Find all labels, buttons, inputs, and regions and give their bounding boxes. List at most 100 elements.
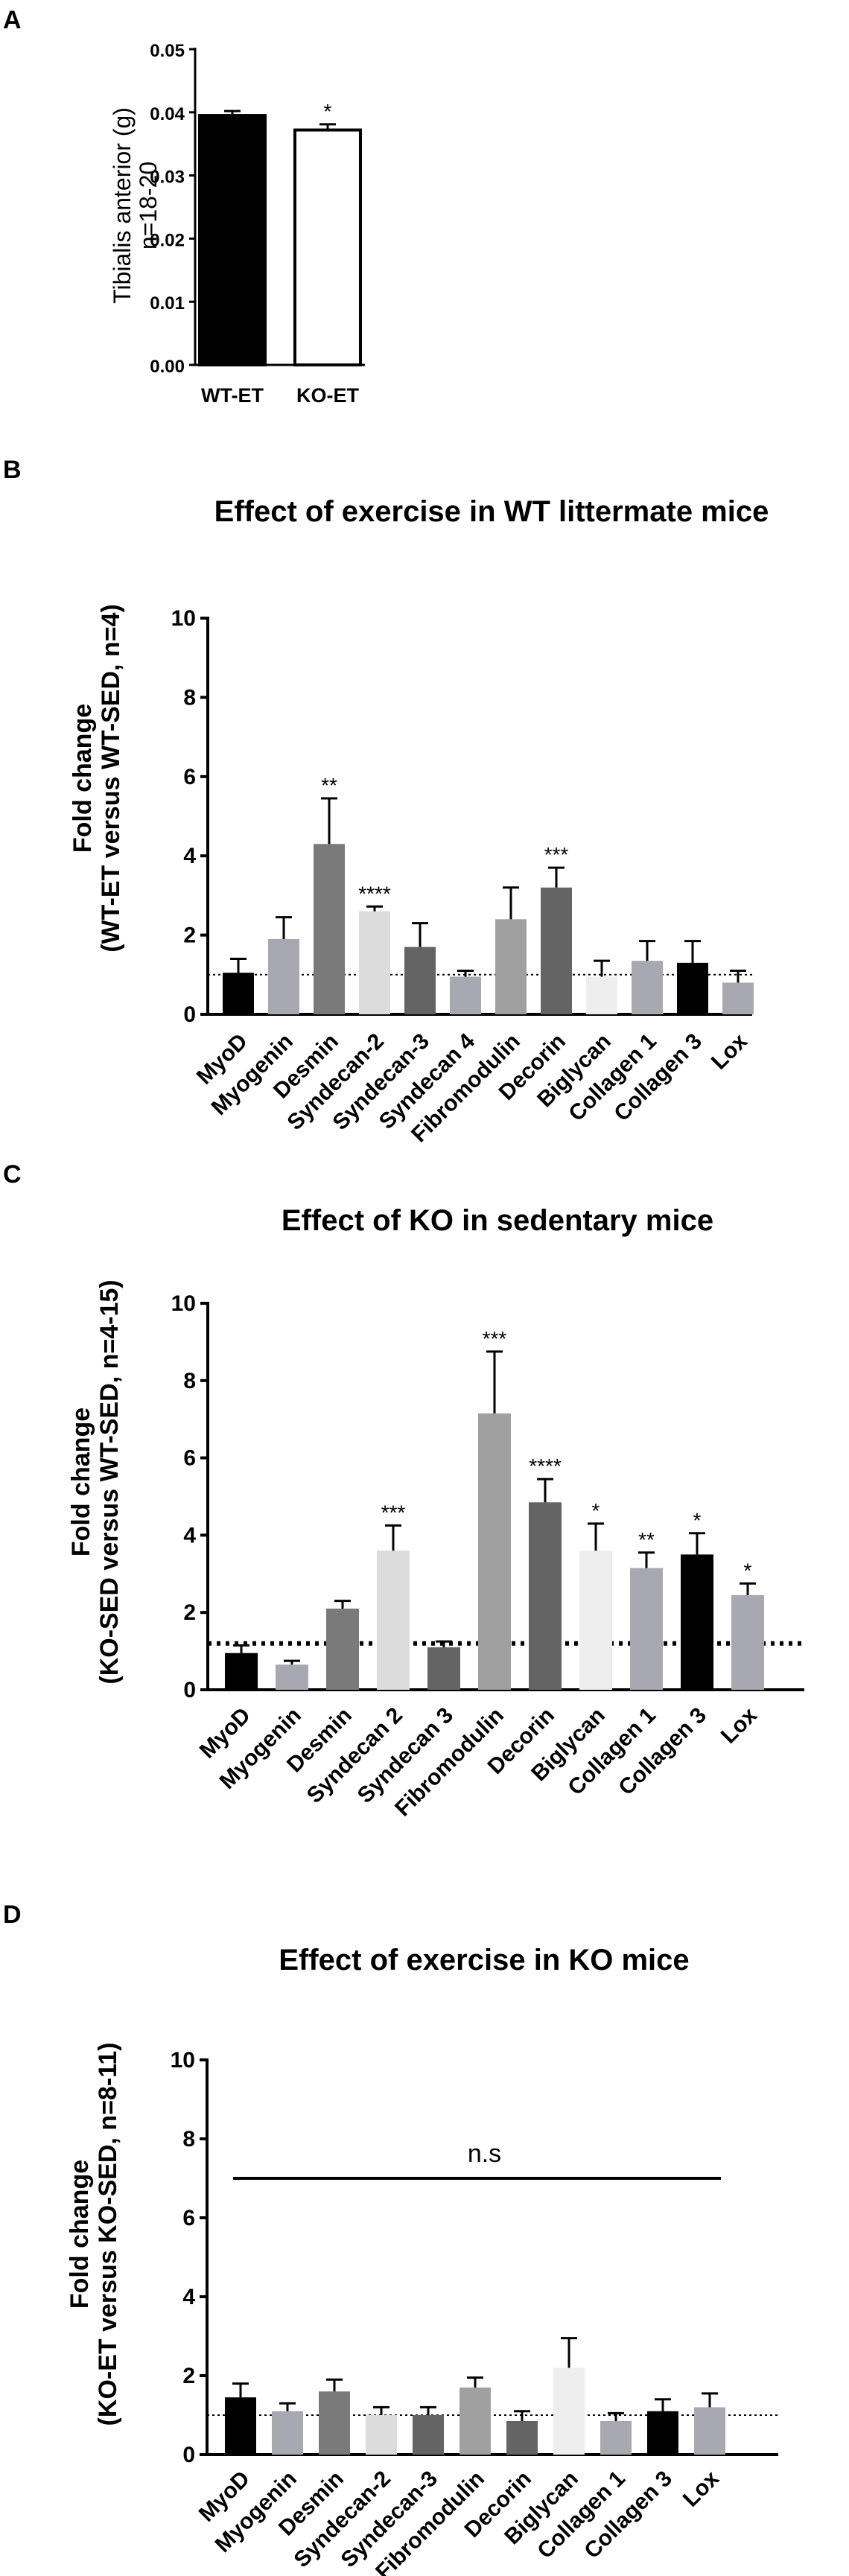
significance-label: ***	[381, 1501, 406, 1524]
y-axis-label-d-1: Fold change	[66, 2160, 94, 2309]
bar	[677, 962, 708, 1014]
y-tick-label: 8	[183, 1369, 196, 1393]
y-tick-label: 0.03	[150, 168, 185, 188]
y-tick-label: 0.00	[150, 357, 185, 377]
plot-area-b: 0246810MyoDMyogenin**Desmin****Syndecan-…	[171, 606, 754, 1147]
y-tick-label: 4	[183, 1523, 196, 1548]
y-tick-label: 4	[182, 2285, 195, 2309]
y-tick-label: 2	[183, 923, 196, 948]
panel-letter-c: C	[3, 1160, 22, 1189]
bar	[681, 1554, 713, 1690]
significance-label: ****	[358, 882, 391, 905]
chart-title-c: Effect of KO in sedentary mice	[282, 1204, 713, 1237]
significance-label: **	[638, 1528, 655, 1551]
y-tick-label: 0.05	[150, 41, 185, 61]
significance-label: *	[324, 100, 332, 123]
bar	[553, 2367, 585, 2455]
bar	[506, 2420, 538, 2455]
y-axis-label-a-1: Tibialis anterior (g)	[109, 107, 136, 304]
bar	[731, 1594, 764, 1690]
y-axis-label-a-2: n=18-20	[135, 162, 162, 249]
bar	[268, 938, 299, 1014]
y-tick-label: 0.04	[150, 104, 185, 124]
panel-letter-b: B	[3, 456, 22, 484]
panel-c: C Effect of KO in sedentary mice Fold ch…	[3, 1160, 804, 1821]
y-axis-label-b-2: (WT-ET versus WT-SED, n=4)	[97, 604, 125, 953]
panel-b: B Effect of exercise in WT littermate mi…	[3, 456, 769, 1147]
bar	[600, 2420, 632, 2455]
y-tick-label: 2	[182, 2364, 195, 2388]
bar	[579, 1551, 612, 1690]
ns-label: n.s	[468, 2140, 501, 2168]
chart-title-d: Effect of exercise in KO mice	[279, 1944, 689, 1976]
bar	[694, 2407, 725, 2455]
y-axis-label-d-2: (KO-ET versus KO-SED, n=8-11)	[94, 2043, 122, 2426]
bar	[314, 844, 345, 1014]
bar	[632, 961, 663, 1014]
chart-title-b: Effect of exercise in WT littermate mice	[214, 495, 769, 528]
bar	[541, 887, 572, 1014]
y-tick-label: 10	[171, 606, 196, 631]
significance-label: **	[321, 774, 337, 797]
bar	[450, 976, 481, 1014]
bar	[495, 919, 527, 1014]
bar	[529, 1502, 562, 1690]
bar	[319, 2391, 350, 2455]
bar	[223, 973, 254, 1014]
plot-area-d: 0246810MyoDMyogeninDesminSyndecan-2Synde…	[171, 2048, 778, 2576]
panel-letter-a: A	[3, 6, 22, 34]
y-axis-label-b-1: Fold change	[69, 704, 97, 853]
y-tick-label: 8	[183, 685, 196, 710]
category-label: Lox	[707, 1028, 752, 1074]
category-label: Lox	[678, 2466, 724, 2511]
bar	[427, 1647, 460, 1690]
bar	[722, 982, 754, 1014]
bar	[630, 1568, 663, 1690]
y-tick-label: 10	[171, 2048, 195, 2073]
panel-a: A Tibialis anterior (g) n=18-20 0.00 0.01…	[3, 6, 365, 407]
y-tick-label: 2	[183, 1600, 196, 1625]
significance-label: *	[592, 1499, 600, 1522]
significance-label: ****	[529, 1454, 562, 1478]
bar	[293, 128, 362, 366]
y-axis-label-c-2: (KO-SED versus WT-SED, n=4-15)	[95, 1279, 124, 1684]
category-label: Lox	[716, 1702, 762, 1748]
y-tick-label: 0	[183, 1678, 196, 1702]
significance-label: *	[744, 1559, 752, 1582]
bar	[478, 1413, 511, 1690]
bar	[586, 976, 617, 1014]
bar	[404, 947, 436, 1014]
panel-letter-d: D	[3, 1901, 22, 1929]
significance-label: ***	[544, 843, 569, 866]
bar	[413, 2415, 444, 2455]
bar	[225, 2397, 256, 2455]
bar	[377, 1551, 410, 1690]
panel-d: D Effect of exercise in KO mice Fold cha…	[3, 1901, 778, 2576]
y-tick-label: 0	[182, 2443, 195, 2467]
y-tick-label: 8	[182, 2127, 195, 2152]
y-tick-label: 6	[183, 1446, 196, 1471]
plot-area-a: 0.00 0.01 0.02 0.03 0.04 0.05 WT-ET * KO-ET	[150, 41, 365, 407]
category-label: KO-ET	[296, 384, 360, 407]
bar	[359, 911, 390, 1014]
bar	[272, 2411, 303, 2455]
bar	[326, 1609, 359, 1690]
bar	[460, 2387, 491, 2455]
y-tick-label: 6	[183, 765, 196, 789]
category-label: WT-ET	[201, 384, 264, 407]
bar	[647, 2411, 678, 2455]
y-tick-label: 0.02	[150, 230, 185, 250]
y-tick-label: 0.01	[150, 293, 185, 314]
bar	[225, 1653, 258, 1690]
bar	[366, 2415, 397, 2455]
significance-label: *	[693, 1509, 702, 1532]
bar	[276, 1664, 308, 1690]
significance-label: ***	[483, 1327, 507, 1350]
y-tick-label: 10	[171, 1291, 196, 1316]
y-tick-label: 4	[183, 844, 196, 868]
y-axis-label-c-1: Fold change	[67, 1408, 95, 1556]
y-tick-label: 6	[182, 2206, 195, 2230]
bar	[198, 114, 267, 366]
